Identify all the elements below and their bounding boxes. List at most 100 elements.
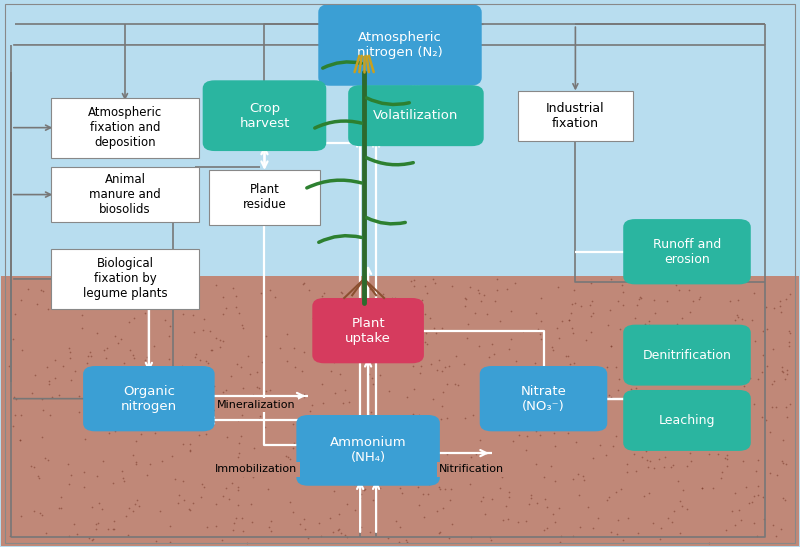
- Point: [538, 526, 550, 534]
- Point: [604, 306, 617, 315]
- Point: [306, 314, 319, 323]
- Point: [336, 399, 349, 408]
- Point: [530, 427, 542, 435]
- Point: [606, 441, 619, 450]
- Point: [335, 528, 348, 537]
- Point: [96, 505, 109, 514]
- Point: [509, 279, 522, 288]
- Text: Industrial
fixation: Industrial fixation: [546, 102, 605, 130]
- Point: [72, 408, 85, 416]
- Point: [209, 281, 222, 289]
- Point: [716, 467, 729, 476]
- Point: [563, 316, 576, 325]
- Point: [310, 459, 323, 468]
- Point: [115, 467, 128, 476]
- Point: [255, 469, 268, 478]
- Point: [226, 526, 239, 535]
- Point: [401, 538, 414, 546]
- Point: [748, 519, 761, 527]
- Point: [553, 503, 566, 512]
- Point: [746, 316, 758, 324]
- FancyBboxPatch shape: [209, 170, 320, 224]
- Point: [154, 399, 166, 408]
- Point: [638, 340, 651, 348]
- Point: [35, 394, 48, 403]
- Point: [441, 450, 454, 459]
- Point: [524, 400, 537, 409]
- Point: [98, 345, 110, 354]
- Point: [263, 386, 276, 394]
- Point: [685, 457, 698, 466]
- Point: [130, 496, 143, 504]
- Point: [728, 316, 741, 324]
- Point: [748, 492, 761, 501]
- Point: [665, 462, 678, 471]
- Point: [331, 526, 344, 534]
- Point: [355, 522, 368, 531]
- Point: [226, 479, 239, 487]
- Point: [52, 391, 65, 400]
- Point: [260, 386, 273, 395]
- Point: [586, 453, 599, 462]
- Point: [346, 312, 358, 321]
- Point: [530, 459, 543, 468]
- Point: [521, 432, 534, 440]
- Point: [231, 501, 244, 510]
- Point: [617, 536, 630, 545]
- Point: [490, 286, 503, 294]
- Point: [30, 299, 43, 308]
- Point: [506, 437, 519, 445]
- FancyBboxPatch shape: [480, 366, 607, 432]
- Point: [646, 519, 659, 527]
- Point: [163, 537, 176, 546]
- Point: [533, 330, 546, 339]
- Point: [776, 456, 789, 465]
- Point: [639, 447, 652, 456]
- Point: [420, 473, 433, 481]
- Point: [335, 313, 348, 322]
- Point: [423, 313, 436, 322]
- Point: [129, 499, 142, 508]
- Point: [407, 410, 420, 418]
- Point: [563, 360, 576, 369]
- Point: [594, 441, 606, 450]
- FancyBboxPatch shape: [623, 325, 750, 386]
- Point: [737, 408, 750, 417]
- Point: [698, 405, 711, 414]
- Point: [363, 370, 376, 379]
- Point: [406, 362, 419, 370]
- Point: [88, 405, 101, 414]
- Point: [353, 462, 366, 471]
- Point: [236, 323, 249, 332]
- Point: [694, 293, 706, 301]
- Point: [28, 371, 41, 380]
- Point: [658, 429, 670, 438]
- Point: [610, 432, 622, 440]
- Point: [756, 493, 769, 502]
- Point: [612, 375, 625, 383]
- Point: [776, 435, 789, 444]
- Point: [612, 516, 625, 525]
- Point: [230, 292, 242, 300]
- Point: [330, 449, 343, 457]
- Point: [473, 288, 486, 297]
- Point: [54, 492, 67, 501]
- Text: Atmospheric
nitrogen (N₂): Atmospheric nitrogen (N₂): [357, 31, 443, 59]
- Point: [586, 309, 599, 318]
- Point: [467, 411, 480, 420]
- Point: [262, 522, 275, 531]
- Point: [605, 342, 618, 351]
- Point: [766, 379, 778, 388]
- Point: [781, 412, 794, 421]
- Point: [130, 459, 142, 468]
- Point: [62, 459, 74, 468]
- Point: [63, 532, 76, 540]
- Point: [764, 468, 777, 477]
- Point: [367, 339, 380, 347]
- Point: [643, 457, 656, 465]
- Point: [586, 523, 599, 532]
- Point: [79, 435, 92, 444]
- Point: [410, 455, 422, 463]
- Point: [114, 334, 127, 343]
- Point: [236, 472, 249, 480]
